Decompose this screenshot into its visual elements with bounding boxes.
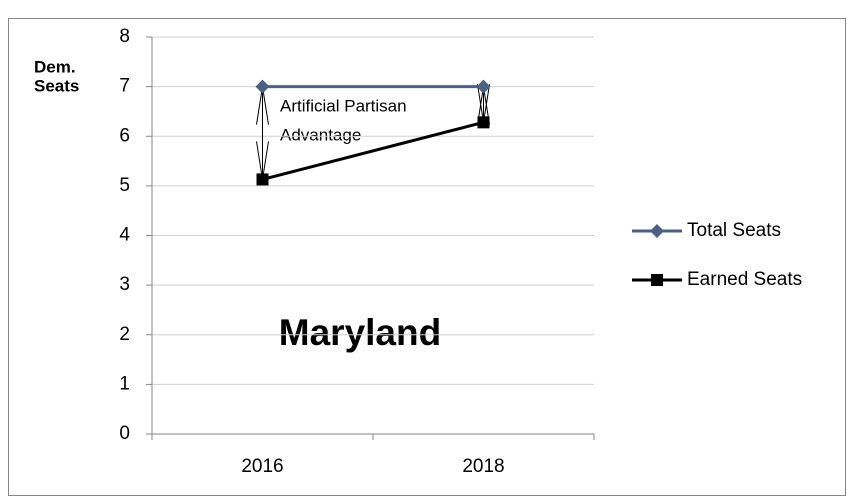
legend-marker xyxy=(651,274,663,286)
point xyxy=(476,79,491,94)
x-tick-label: 2018 xyxy=(462,456,504,477)
y-tick-label: 7 xyxy=(119,76,130,97)
y-tick-label: 6 xyxy=(119,125,130,146)
x-tick-label: 2016 xyxy=(241,456,283,477)
y-tick-label: 4 xyxy=(119,225,130,246)
point xyxy=(477,116,490,129)
legend-label: Total Seats xyxy=(687,220,781,241)
annotation: Advantage xyxy=(280,125,361,144)
y-axis-label: Seats xyxy=(34,76,79,95)
legend-marker xyxy=(650,224,664,238)
y-tick-label: 2 xyxy=(119,324,130,345)
y-tick-label: 3 xyxy=(119,274,130,295)
y-tick-label: 8 xyxy=(119,26,130,47)
chart-frame xyxy=(8,18,846,496)
annotation: Artificial Partisan xyxy=(280,96,407,115)
legend-label: Earned Seats xyxy=(687,269,802,290)
y-tick-label: 1 xyxy=(119,373,130,394)
point xyxy=(255,79,270,94)
y-tick-label: 5 xyxy=(119,175,130,196)
point xyxy=(256,173,269,186)
chart-title: Maryland xyxy=(279,312,441,353)
y-axis-label: Dem. xyxy=(34,57,76,76)
series-line xyxy=(262,120,484,181)
y-tick-label: 0 xyxy=(119,423,130,444)
